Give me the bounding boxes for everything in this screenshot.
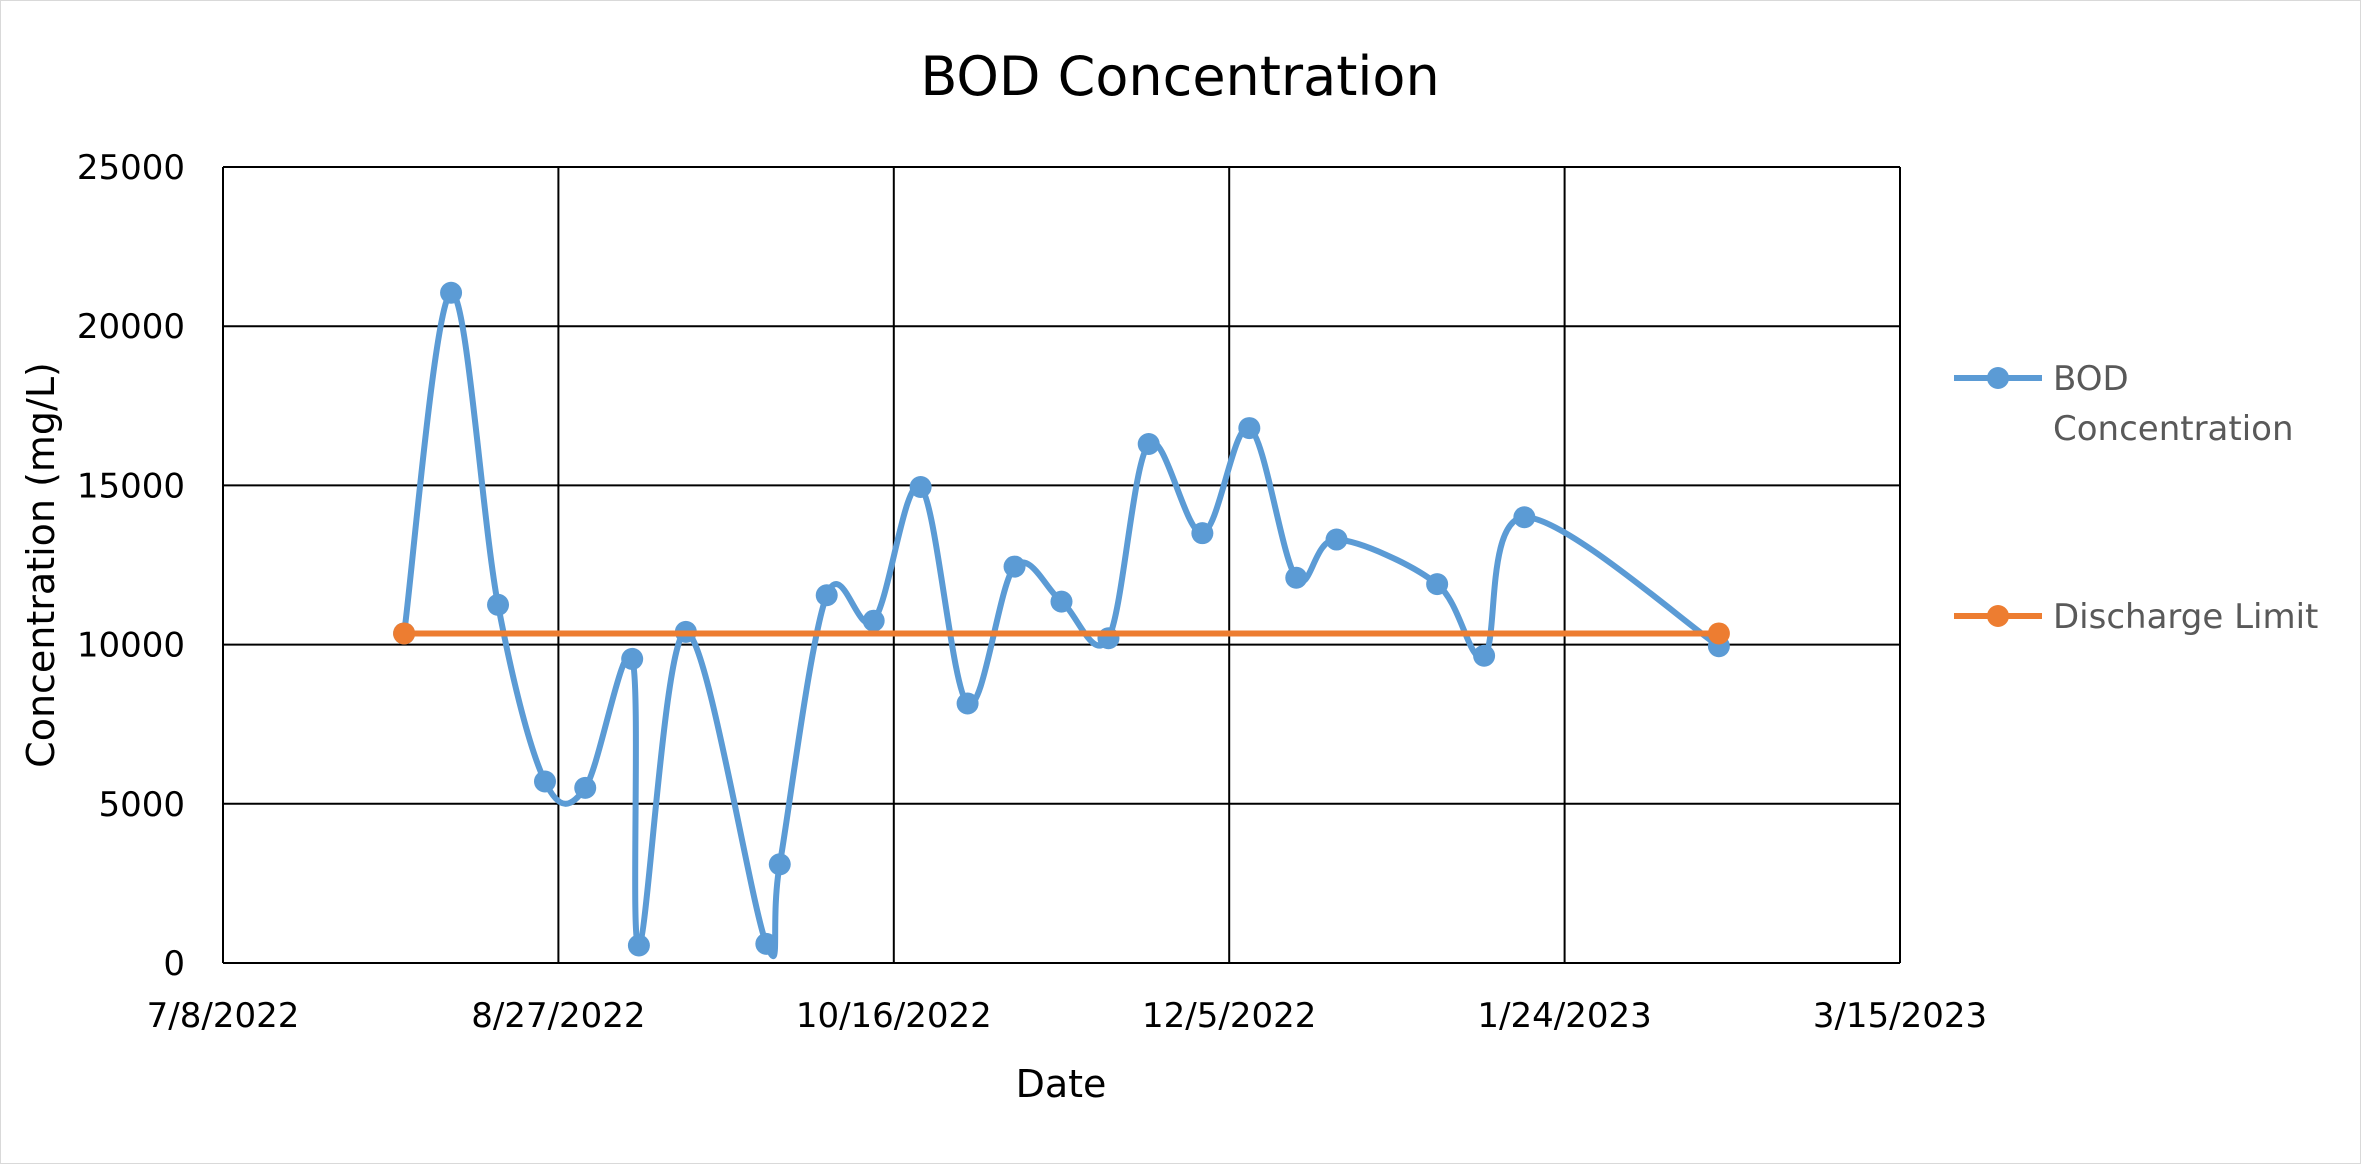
bod-concentration-point [1137, 433, 1160, 456]
y-axis-title: Concentration (mg/L) [19, 362, 63, 768]
x-tick-label: 10/16/2022 [796, 996, 992, 1036]
bod-concentration-point [862, 609, 885, 632]
bod-concentration-point [1003, 555, 1026, 578]
bod-concentration-point [440, 281, 463, 304]
bod-concentration-point [574, 776, 597, 799]
x-axis-title: Date [1016, 1062, 1107, 1106]
bod-concentration-point [1325, 528, 1348, 551]
bod-concentration-point [1426, 573, 1449, 596]
bod-concentration-point [1191, 522, 1214, 545]
x-tick-label: 12/5/2022 [1142, 996, 1316, 1036]
x-tick-label: 7/8/2022 [147, 996, 300, 1036]
legend-label: BOD Concentration [2053, 359, 2294, 449]
bod-concentration-point [1513, 506, 1536, 529]
x-tick-label: 1/24/2023 [1477, 996, 1651, 1036]
bod-concentration-line [401, 289, 1722, 960]
bod-concentration-point [1238, 417, 1261, 440]
legend: BOD Concentration Discharge Limit [1954, 359, 2318, 637]
y-tick-label: 5000 [98, 785, 185, 825]
bod-concentration-point [956, 692, 979, 715]
bod-concentration-point [627, 934, 650, 957]
x-tick-label: 8/27/2022 [471, 996, 645, 1036]
y-tick-label: 20000 [77, 307, 185, 347]
bod-concentration-point [909, 475, 932, 498]
bod-concentration-point [768, 853, 791, 876]
bod-concentration-point [1285, 566, 1308, 589]
bod-concentration-point [533, 770, 556, 793]
legend-marker [1987, 367, 2009, 389]
chart-title: BOD Concentration [920, 45, 1439, 108]
y-tick-label: 10000 [77, 626, 185, 666]
bod-concentration-point [621, 647, 644, 670]
plot-series [393, 281, 1730, 960]
gridlines [222, 166, 1901, 964]
bod-concentration-point [487, 593, 510, 616]
y-tick-label: 15000 [77, 466, 185, 506]
discharge-limit-point [393, 622, 416, 645]
y-tick-label: 0 [163, 944, 185, 984]
discharge-limit-point [1707, 622, 1730, 645]
legend-label: Discharge Limit [2053, 597, 2318, 637]
bod-concentration-point [1473, 644, 1496, 667]
legend-marker [1987, 605, 2009, 627]
tick-labels: 0 5000 10000 15000 20000 25000 7/8/2022 8/27/20… [77, 148, 1987, 1036]
bod-concentration-point [755, 932, 778, 955]
bod-concentration-point [1050, 590, 1073, 613]
x-tick-label: 3/15/2023 [1813, 996, 1987, 1036]
y-tick-label: 25000 [77, 148, 185, 188]
bod-concentration-point [815, 584, 838, 607]
